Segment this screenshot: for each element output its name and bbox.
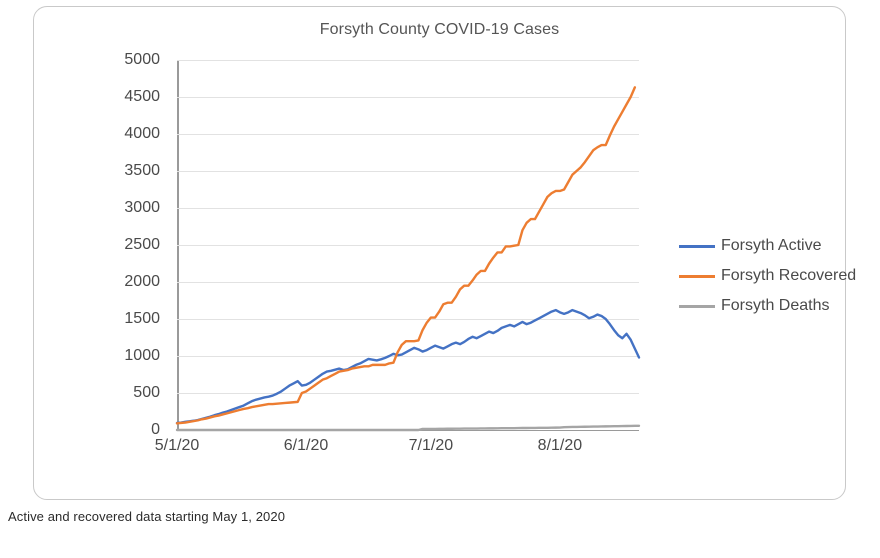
series-lines (175, 86, 641, 432)
y-axis-tick-label: 2500 (124, 236, 160, 253)
y-axis-tick-label: 4000 (124, 125, 160, 142)
series-line (175, 424, 641, 432)
y-axis-tick-labels: 0 500 1000 1500 2000 2500 3000 3500 4000 4500 5000 (94, 51, 170, 438)
legend-label: Forsyth Recovered (721, 267, 857, 284)
y-axis-tick-label: 1500 (124, 310, 160, 327)
chart-card: Forsyth County COVID-19 Cases 0 500 1000 15… (33, 6, 856, 500)
x-axis-tick-label: 7/1/20 (408, 437, 454, 454)
y-axis-tick-label: 5000 (124, 51, 160, 68)
series-line (175, 308, 641, 425)
chart-legend: Forsyth Active Forsyth Recovered Forsyth D… (679, 231, 879, 321)
y-axis-tick-label: 500 (133, 384, 160, 401)
x-axis-tick-labels: 5/1/20 6/1/20 7/1/20 8/1/20 (155, 437, 639, 461)
y-axis-tick-label: 0 (151, 421, 160, 438)
legend-label: Forsyth Deaths (721, 297, 830, 314)
x-axis-tick-label: 6/1/20 (283, 437, 329, 454)
series-line (175, 86, 637, 425)
y-axis-tick-label: 1000 (124, 347, 160, 364)
legend-label: Forsyth Active (721, 237, 822, 254)
legend-color-swatch (679, 244, 715, 248)
y-axis-tick-label: 3000 (124, 199, 160, 216)
x-axis-tick-label: 5/1/20 (154, 437, 200, 454)
chart-title: Forsyth County COVID-19 Cases (319, 21, 560, 38)
legend-item[interactable]: Forsyth Recovered (679, 261, 879, 291)
y-axis-tick-label: 3500 (124, 162, 160, 179)
legend-item[interactable]: Forsyth Active (679, 231, 879, 261)
plot-area-wrapper (175, 60, 641, 432)
y-axis-tick-label: 4500 (124, 88, 160, 105)
legend-color-swatch (679, 274, 715, 278)
figure-caption: Active and recovered data starting May 1… (8, 509, 286, 524)
legend-color-swatch (679, 304, 715, 308)
y-axis-tick-label: 2000 (124, 273, 160, 290)
x-axis-tick-label: 8/1/20 (537, 437, 583, 454)
legend-item[interactable]: Forsyth Deaths (679, 291, 879, 321)
